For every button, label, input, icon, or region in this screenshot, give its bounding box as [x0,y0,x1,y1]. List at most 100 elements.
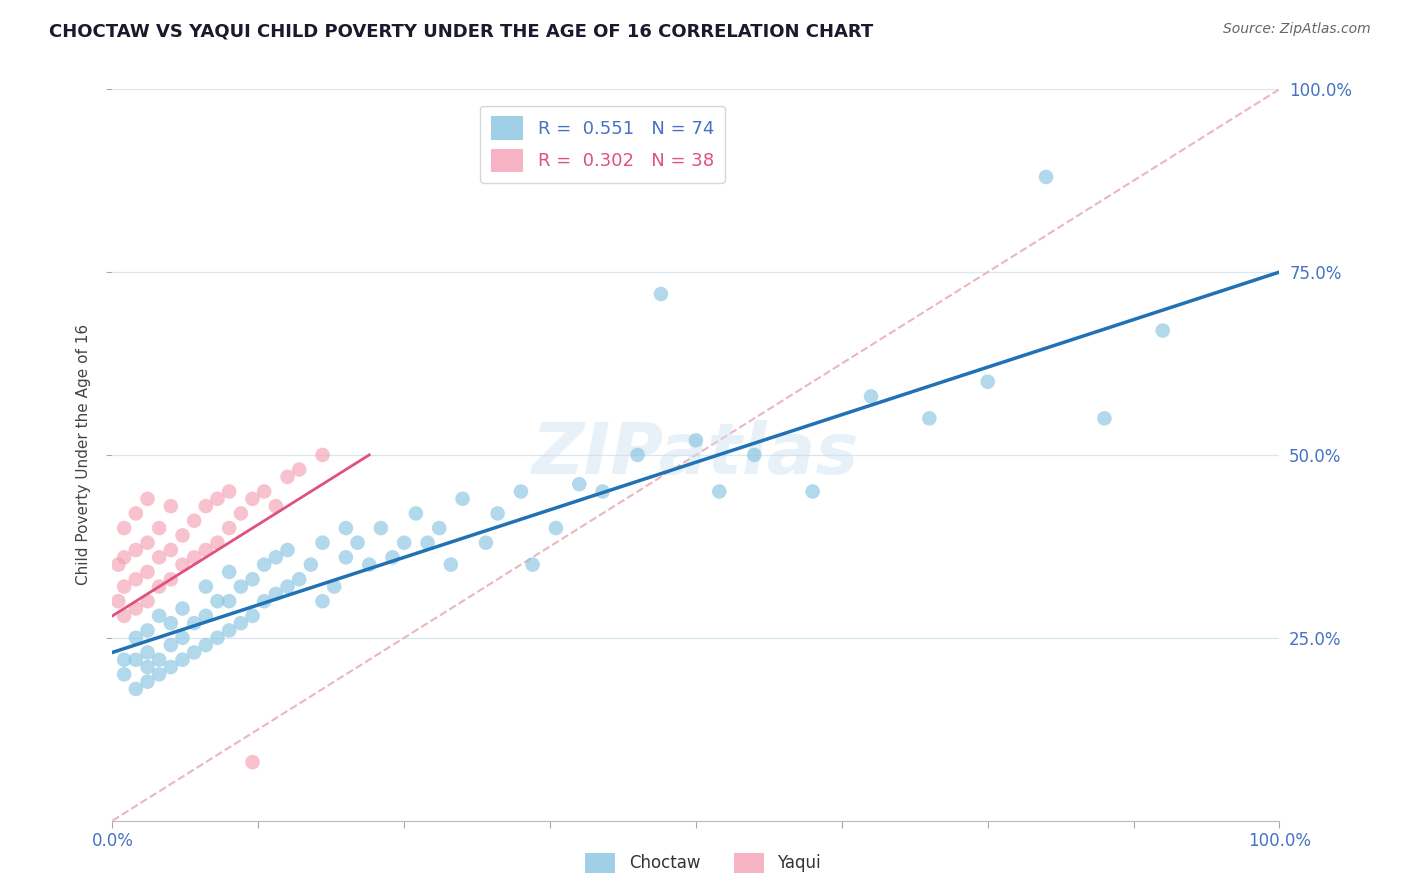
Point [148,608,170,623]
Point [427,521,450,535]
Point [112,550,135,565]
Point [242,491,264,506]
Point [288,572,311,586]
Point [381,550,404,565]
Point [323,580,346,594]
Point [172,558,194,572]
Point [522,558,544,572]
Point [194,543,217,558]
Point [207,594,229,608]
Point [136,491,159,506]
Point [253,558,276,572]
Point [172,528,194,542]
Point [160,572,183,586]
Point [918,411,941,425]
Point [112,608,135,623]
Point [544,521,567,535]
Point [125,681,148,696]
Point [475,535,498,549]
Point [242,572,264,586]
Point [136,624,159,638]
Point [183,550,205,565]
Point [299,558,322,572]
Point [160,638,183,652]
Point [486,507,509,521]
Point [592,484,614,499]
Point [451,491,474,506]
Point [194,638,217,652]
Point [194,580,217,594]
Point [860,389,883,403]
Point [370,521,392,535]
Point [125,572,148,586]
Point [107,558,129,572]
Point [264,550,287,565]
Point [253,484,276,499]
Point [276,543,298,558]
Point [183,645,205,659]
Point [125,653,148,667]
Point [335,521,357,535]
Point [276,470,298,484]
Point [1035,169,1057,184]
Point [107,594,129,608]
Point [627,448,650,462]
Point [264,499,287,513]
Point [218,484,240,499]
Point [148,521,170,535]
Point [218,565,240,579]
Point [976,375,998,389]
Point [709,484,731,499]
Text: ZIPatlas: ZIPatlas [533,420,859,490]
Point [136,660,159,674]
Point [744,448,766,462]
Legend: Choctaw, Yaqui: Choctaw, Yaqui [579,847,827,880]
Point [125,601,148,615]
Point [801,484,824,499]
Point [125,543,148,558]
Point [288,462,311,476]
Point [183,616,205,631]
Point [685,434,707,448]
Point [194,608,217,623]
Point [172,601,194,615]
Point [148,653,170,667]
Point [229,580,252,594]
Point [229,616,252,631]
Point [229,507,252,521]
Point [335,550,357,565]
Point [136,594,159,608]
Point [405,507,427,521]
Point [148,550,170,565]
Point [1152,324,1174,338]
Point [112,521,135,535]
Point [1094,411,1116,425]
Point [160,616,183,631]
Point [568,477,591,491]
Y-axis label: Child Poverty Under the Age of 16: Child Poverty Under the Age of 16 [76,325,91,585]
Text: CHOCTAW VS YAQUI CHILD POVERTY UNDER THE AGE OF 16 CORRELATION CHART: CHOCTAW VS YAQUI CHILD POVERTY UNDER THE… [49,22,873,40]
Point [160,660,183,674]
Point [416,535,439,549]
Point [160,543,183,558]
Point [650,287,672,301]
Point [136,535,159,549]
Point [218,521,240,535]
Legend: R =  0.551   N = 74, R =  0.302   N = 38: R = 0.551 N = 74, R = 0.302 N = 38 [479,105,725,183]
Point [148,580,170,594]
Point [112,580,135,594]
Point [346,535,368,549]
Text: Source: ZipAtlas.com: Source: ZipAtlas.com [1223,22,1371,37]
Point [394,535,416,549]
Point [311,535,333,549]
Point [253,594,276,608]
Point [207,535,229,549]
Point [194,499,217,513]
Point [311,448,333,462]
Point [242,755,264,769]
Point [172,631,194,645]
Point [218,594,240,608]
Point [242,608,264,623]
Point [440,558,463,572]
Point [112,667,135,681]
